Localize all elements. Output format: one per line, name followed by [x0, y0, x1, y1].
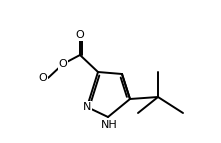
Text: O: O	[59, 59, 67, 69]
Text: O: O	[37, 74, 46, 84]
Text: N: N	[83, 102, 91, 112]
Text: O: O	[38, 73, 47, 83]
Text: O: O	[76, 30, 84, 40]
Text: NH: NH	[101, 120, 117, 130]
